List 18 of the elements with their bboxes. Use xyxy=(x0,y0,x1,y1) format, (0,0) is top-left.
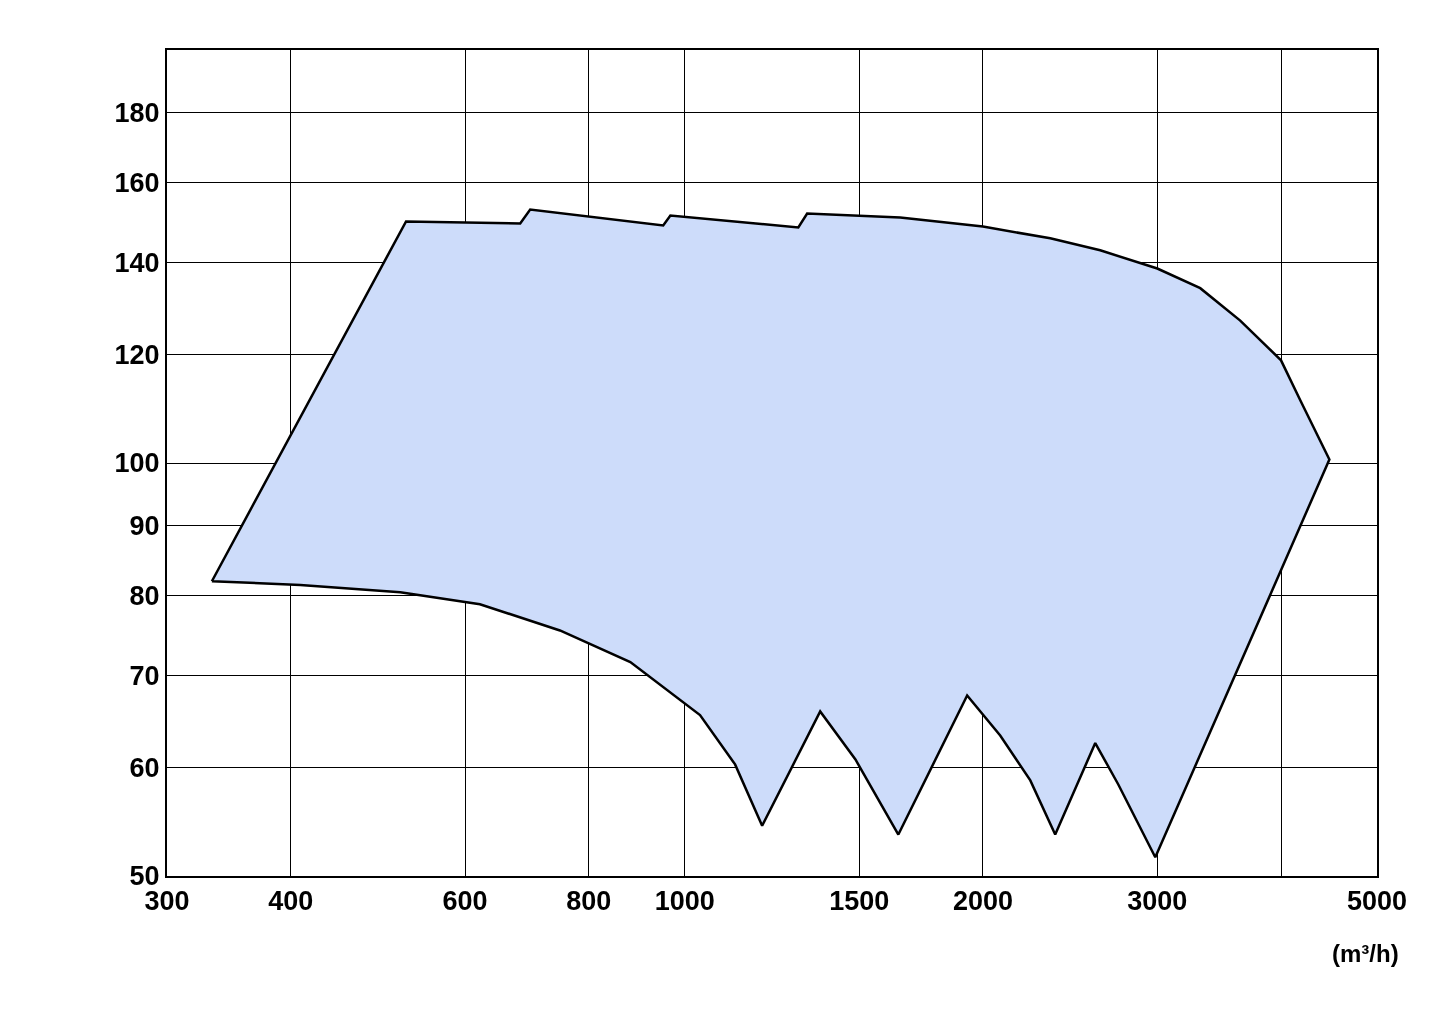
x-tick-label: 800 xyxy=(566,886,612,917)
x-tick-label: 1000 xyxy=(654,886,715,917)
y-tick-label: 100 xyxy=(114,448,160,479)
x-axis-title: (m³/h) xyxy=(1332,940,1399,967)
y-tick-label: 160 xyxy=(114,168,160,199)
y-tick-label: 90 xyxy=(129,511,160,542)
y-tick-label: 80 xyxy=(129,581,160,612)
x-tick-label: 1500 xyxy=(829,886,890,917)
y-tick-label: 70 xyxy=(129,660,160,691)
y-tick-label: 120 xyxy=(114,339,160,370)
x-tick-label: 600 xyxy=(442,886,488,917)
y-tick-label: 60 xyxy=(129,752,160,783)
y-tick-label: 140 xyxy=(114,247,160,278)
x-tick-label: 400 xyxy=(268,886,314,917)
x-tick-label: 3000 xyxy=(1127,886,1188,917)
x-tick-label: 5000 xyxy=(1346,886,1408,917)
y-tick-label: 180 xyxy=(114,98,160,129)
x-tick-label: 2000 xyxy=(952,886,1013,917)
